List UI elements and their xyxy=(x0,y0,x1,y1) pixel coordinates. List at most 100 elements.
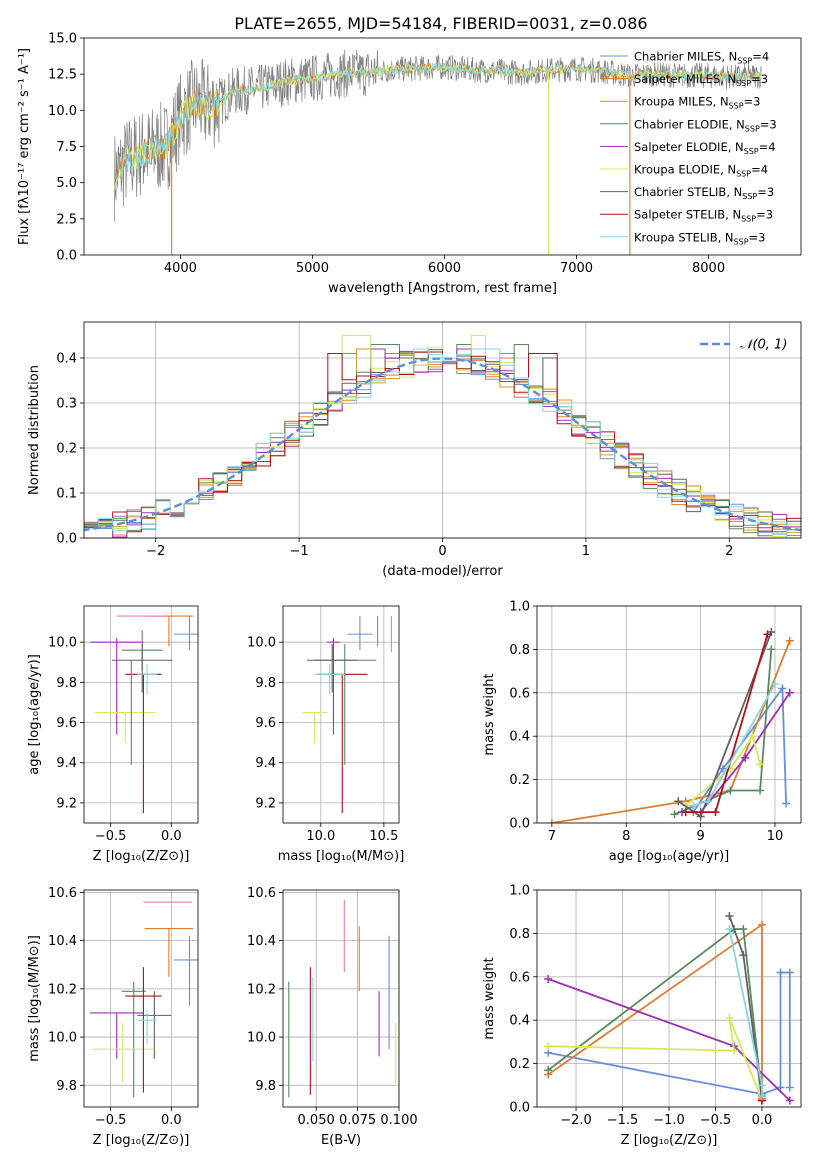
x-tick-label: −2.0 xyxy=(560,1113,592,1128)
errorbar-salpeter-miles xyxy=(144,928,194,977)
legend-entry: Chabrier MILES, NSSP=4 xyxy=(634,50,769,66)
y-tick-label: 0.0 xyxy=(509,817,530,832)
y-tick-label: 10.0 xyxy=(48,1031,77,1046)
errorbars xyxy=(90,901,198,1098)
plot-frame xyxy=(83,605,199,824)
spectrum-plot: 4000 5000 6000 7000 8000 0.0 2.5 5.0 7.5 10.0 12.5… xyxy=(17,32,802,296)
marker-salpeter-elodie xyxy=(785,1096,794,1105)
y-tick-label: 10.4 xyxy=(247,934,276,949)
x-tick-label: 0.100 xyxy=(380,1113,417,1128)
y-tick-label: 12.5 xyxy=(48,68,77,83)
x-axis-label: mass [log₁₀(M/M⊙)] xyxy=(278,849,405,864)
marker-kroupa-elodie xyxy=(748,732,757,741)
errorbar-kroupa-stelib xyxy=(314,664,345,695)
marker-salpeter-miles xyxy=(757,920,766,929)
y-tick-label: 10.2 xyxy=(247,982,276,997)
y-tick-label: 9.8 xyxy=(255,676,276,691)
marker-salpeter-miles xyxy=(785,636,794,645)
legend-entry: Kroupa MILES, NSSP=3 xyxy=(634,95,760,111)
y-tick-label: 9.2 xyxy=(56,796,77,811)
marker-chabrier-stelib xyxy=(739,951,748,960)
age-vs-mass-plot: 10.0 10.5 9.2 9.4 9.6 9.8 10.0 mass [log₁₀(M/M⊙… xyxy=(247,605,405,864)
errorbar-chabrier-stelib xyxy=(111,644,173,693)
y-tick-label: 0.2 xyxy=(56,442,77,457)
x-tick-label: 6000 xyxy=(428,261,461,276)
plot-frame xyxy=(536,605,802,824)
x-axis-label: Z [log₁₀(Z/Z⊙)] xyxy=(93,849,190,864)
line-kroupa-elodie xyxy=(685,734,761,807)
x-axis-label: age [log₁₀(age/yr)] xyxy=(609,849,730,864)
marker-chabrier-elodie xyxy=(756,786,765,795)
errorbars xyxy=(288,899,397,1098)
x-tick-label: 0.050 xyxy=(298,1113,335,1128)
mass-vs-ebv-plot: 0.050 0.075 0.100 9.8 10.0 10.2 10.4 10.6 E(B-V) xyxy=(247,886,418,1148)
x-axis-label: (data-model)/error xyxy=(382,564,503,579)
marker-kroupa-stelib xyxy=(770,680,779,689)
marker-chabrier-stelib xyxy=(725,912,734,921)
x-tick-label: 4000 xyxy=(164,261,197,276)
histogram-kroupa-stelib xyxy=(84,348,801,538)
x-tick-label: 9 xyxy=(696,829,704,844)
y-tick-label: 0.0 xyxy=(509,1101,530,1116)
marker-chabrier-elodie xyxy=(726,786,735,795)
marker-salpeter-miles xyxy=(547,819,556,823)
y-tick-label: 9.8 xyxy=(255,1079,276,1094)
errorbars xyxy=(301,616,392,813)
x-axis-label: wavelength [Angstrom, rest frame] xyxy=(328,281,557,296)
errorbars xyxy=(90,615,198,813)
errorbar-salpeter-stelib xyxy=(125,967,162,1093)
marker-salpeter-elodie xyxy=(544,974,553,983)
x-tick-label: 0.075 xyxy=(339,1113,376,1128)
line-kroupa-elodie xyxy=(548,1017,763,1101)
y-tick-label: 10.0 xyxy=(247,636,276,651)
y-tick-label: 0.4 xyxy=(509,1014,530,1029)
marker-chabrier-miles xyxy=(776,968,785,977)
y-tick-label: 0.8 xyxy=(509,643,530,658)
legend-entry: Salpeter ELODIE, NSSP=4 xyxy=(634,140,776,156)
x-tick-label: −2 xyxy=(146,544,165,559)
y-tick-label: 0.8 xyxy=(509,927,530,942)
age-vs-metallicity-plot: −0.5 0.0 9.2 9.4 9.6 9.8 10.0 Z [log₁₀(Z/Z⊙)] ag… xyxy=(27,605,199,864)
y-tick-label: 2.5 xyxy=(56,212,77,227)
y-tick-label: 0.4 xyxy=(56,352,77,367)
x-tick-label: 0.0 xyxy=(161,829,182,844)
marker-salpeter-stelib xyxy=(763,630,772,639)
observed-spectrum xyxy=(114,49,762,222)
marker-chabrier-stelib xyxy=(674,797,683,806)
y-tick-label: 10.0 xyxy=(48,636,77,651)
x-tick-label: 0.0 xyxy=(161,1113,182,1128)
legend-entry: Salpeter MILES, NSSP=3 xyxy=(634,72,768,88)
y-tick-label: 9.4 xyxy=(56,756,77,771)
x-tick-label: −0.5 xyxy=(700,1113,732,1128)
legend-entry: Chabrier STELIB, NSSP=3 xyxy=(634,185,774,201)
errorbar-kroupa-stelib xyxy=(137,1010,157,1045)
errorbar-salpeter-elodie xyxy=(327,638,340,735)
y-tick-label: 9.4 xyxy=(255,756,276,771)
y-axis-label: mass weight xyxy=(482,957,497,1039)
plot-frame xyxy=(83,37,802,256)
line-chabrier-miles xyxy=(548,971,791,1095)
mass-vs-metallicity-plot: −0.5 0.0 9.8 10.0 10.2 10.4 10.6 Z [log₁₀(Z/Z⊙)… xyxy=(27,886,199,1148)
errorbar-chabrier-stelib xyxy=(306,644,358,693)
histogram-bars xyxy=(84,335,801,538)
legend-entry: Chabrier ELODIE, NSSP=3 xyxy=(634,117,777,133)
errorbar-chabrier-miles xyxy=(347,616,373,651)
y-tick-label: 9.6 xyxy=(255,716,276,731)
x-tick-label: 1 xyxy=(582,544,590,559)
line-chabrier-miles xyxy=(692,685,787,813)
errorbar-chabrier-miles xyxy=(173,616,198,651)
marker-kroupa-stelib xyxy=(757,1081,766,1090)
x-axis-label: Z [log₁₀(Z/Z⊙)] xyxy=(621,1133,718,1148)
marker-kroupa-elodie xyxy=(730,1046,739,1055)
x-tick-label: −1 xyxy=(290,544,309,559)
marker-chabrier-elodie xyxy=(670,810,679,819)
y-axis-label: mass [log₁₀(M/M⊙)] xyxy=(27,935,42,1062)
y-tick-label: 7.5 xyxy=(56,140,77,155)
marker-kroupa-elodie xyxy=(756,760,765,769)
mass-weight-lines xyxy=(547,628,794,823)
marker-chabrier-elodie xyxy=(767,645,776,654)
y-tick-label: 0.3 xyxy=(56,397,77,412)
legend: Chabrier MILES, NSSP=4 Salpeter MILES, NS… xyxy=(600,50,777,246)
x-tick-label: 5000 xyxy=(296,261,329,276)
